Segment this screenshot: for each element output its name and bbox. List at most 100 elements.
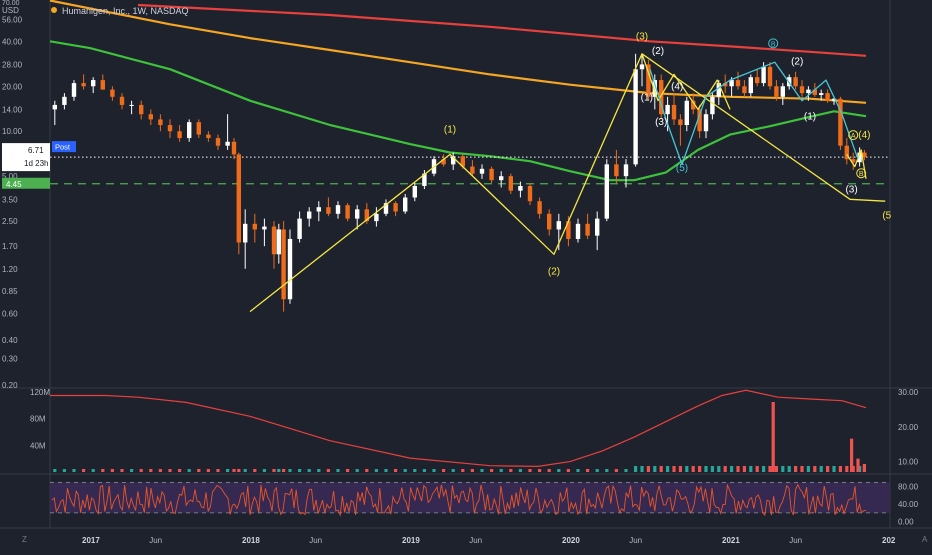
volume-bar	[691, 466, 695, 472]
volume-bar	[120, 469, 124, 472]
time-tick-label: 2018	[242, 536, 260, 545]
volume-bar	[365, 469, 369, 472]
symbol-title[interactable]: Humanigen, Inc., 1W, NASDAQ	[62, 6, 189, 16]
volume-bar	[666, 466, 670, 472]
volume-bar	[762, 466, 766, 472]
candle-body	[262, 226, 267, 230]
volume-bar	[178, 469, 182, 472]
volume-bar	[422, 469, 426, 472]
moving-average-line-1[interactable]	[137, 3, 867, 57]
candle-body	[799, 86, 805, 94]
wave-line-1[interactable]	[249, 53, 886, 313]
volume-bar	[130, 469, 134, 472]
volume-bar	[461, 469, 465, 472]
support-price-value: 4.45	[6, 180, 22, 189]
moving-average-line-2[interactable]	[49, 0, 867, 104]
volume-bar	[403, 469, 407, 472]
volume-spike-bar	[856, 458, 860, 472]
volume-moving-average[interactable]	[50, 389, 867, 468]
candle-body	[479, 168, 485, 174]
currency-label[interactable]: USD	[2, 6, 19, 15]
volume-bar	[413, 469, 417, 472]
volume-bar	[787, 466, 791, 472]
volume-bar	[298, 469, 302, 472]
candle-body	[287, 238, 293, 300]
candle-body	[652, 80, 657, 97]
candle-body	[206, 134, 211, 139]
zoom-reset-icon[interactable]: Z	[22, 535, 27, 544]
volume-bar	[216, 469, 220, 472]
candle-body	[231, 141, 237, 155]
candle-body	[364, 209, 369, 222]
price-tick-label: 10.00	[2, 127, 23, 136]
volume-bar	[499, 469, 503, 472]
candle-body	[355, 209, 360, 219]
candle-body	[383, 203, 389, 214]
volume-bar	[187, 469, 191, 472]
candle-body	[767, 66, 773, 87]
volume-bar	[768, 466, 772, 472]
volume-bar	[672, 466, 676, 472]
volume-bar	[624, 469, 628, 472]
post-badge[interactable]: Post	[55, 143, 71, 152]
candle-body	[831, 98, 837, 101]
volume-bar	[813, 466, 817, 472]
wave-label: (4)	[671, 82, 683, 93]
time-tick-label: Jun	[469, 536, 482, 545]
candle-body	[252, 223, 257, 230]
volume-bar	[509, 469, 513, 472]
volume-spike-bar	[771, 402, 775, 472]
candle-body	[703, 114, 709, 132]
time-axis-ticks[interactable]: 2017 Jun 2018 Jun 2019 Jun 2020 Jun 2021 Jun 202	[82, 536, 896, 545]
time-tick-label: 2019	[402, 536, 420, 545]
wave-label: (5	[882, 211, 891, 222]
wave-line-4[interactable]	[649, 61, 859, 166]
time-tick-label: 2021	[722, 536, 740, 545]
candle-body	[735, 80, 741, 87]
candle-body	[697, 109, 702, 132]
price-tick-label: 1.70	[2, 242, 18, 251]
volume-ma-tick-label: 20.00	[898, 423, 919, 432]
volume-bar	[806, 466, 810, 472]
volume-bar	[736, 466, 740, 472]
candle-body	[412, 185, 417, 198]
wave-labels: (1)(2)(3)(2)(1)(4)(3)(5)B(2)(1)A (4)B(3)(…	[444, 32, 892, 278]
volume-bar	[272, 469, 276, 472]
candle-body	[110, 89, 115, 97]
volume-bar	[678, 466, 682, 472]
price-tick-label: 20.00	[2, 82, 23, 91]
candle-body	[335, 205, 341, 214]
volume-bar	[723, 466, 727, 472]
price-axis-ticks[interactable]: 56.00 40.00 28.00 20.00 14.00 10.00 5.00 3.50 2.…	[2, 15, 23, 390]
volume-bar	[595, 469, 599, 472]
candle-body	[742, 86, 747, 94]
volume-bar	[226, 469, 230, 472]
volume-bar	[640, 466, 644, 472]
volume-bar	[704, 466, 708, 472]
rsi-tick-label: 0.00	[898, 518, 914, 527]
candle-body	[633, 69, 638, 165]
time-tick-label: Jun	[789, 536, 802, 545]
wave-line-2[interactable]	[641, 53, 731, 111]
candle-body	[499, 176, 504, 181]
candle-body	[489, 168, 494, 181]
volume-bar	[605, 469, 609, 472]
moving-average-line-3[interactable]	[49, 40, 867, 182]
volume-bar	[442, 469, 446, 472]
candle-body	[793, 77, 798, 87]
candle-body	[862, 152, 867, 158]
wave-label: (1)	[444, 125, 456, 136]
auto-scale-icon[interactable]: A	[922, 535, 928, 544]
time-tick-label: Jun	[309, 536, 322, 545]
volume-bar	[832, 466, 836, 472]
candle-body	[243, 223, 248, 243]
wave-label: (2)	[548, 266, 560, 277]
time-tick-label: Jun	[149, 536, 162, 545]
volume-bar	[518, 469, 522, 472]
volume-bar	[557, 469, 561, 472]
rsi-line[interactable]	[51, 483, 867, 517]
volume-bar	[538, 469, 542, 472]
candle-body	[374, 213, 379, 222]
candle-body	[665, 104, 670, 115]
candle-body	[518, 185, 523, 191]
